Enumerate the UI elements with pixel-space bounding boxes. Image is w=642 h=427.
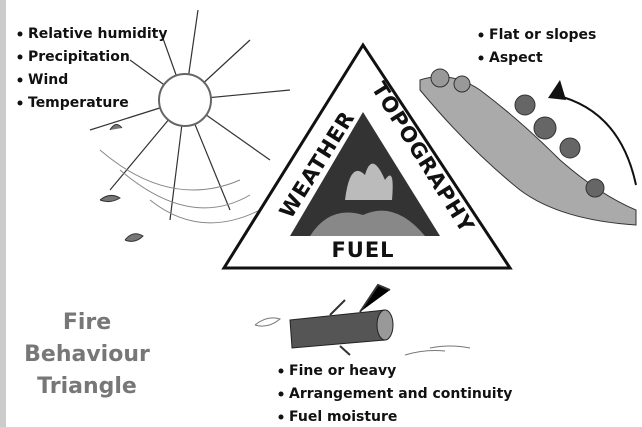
title-line: Fire [63,310,111,335]
title-line: Triangle [37,374,137,399]
edge [0,0,6,427]
weather-item: Relative humidity [28,26,167,42]
topography-item: Flat or slopes [489,27,596,43]
fuel-label: FUEL [331,238,394,262]
fuel-item: Fine or heavy [289,363,396,379]
diagram: WEATHER TOPOGRAPHY FUEL Relative humidit… [0,0,642,427]
weather-item: Wind [28,72,68,88]
fuel-item: Arrangement and continuity [289,386,512,402]
title-line: Behaviour [24,342,150,367]
topography-item: Aspect [489,50,543,66]
fuel-item: Fuel moisture [289,409,397,425]
weather-item: Temperature [28,95,129,111]
weather-item: Precipitation [28,49,130,65]
